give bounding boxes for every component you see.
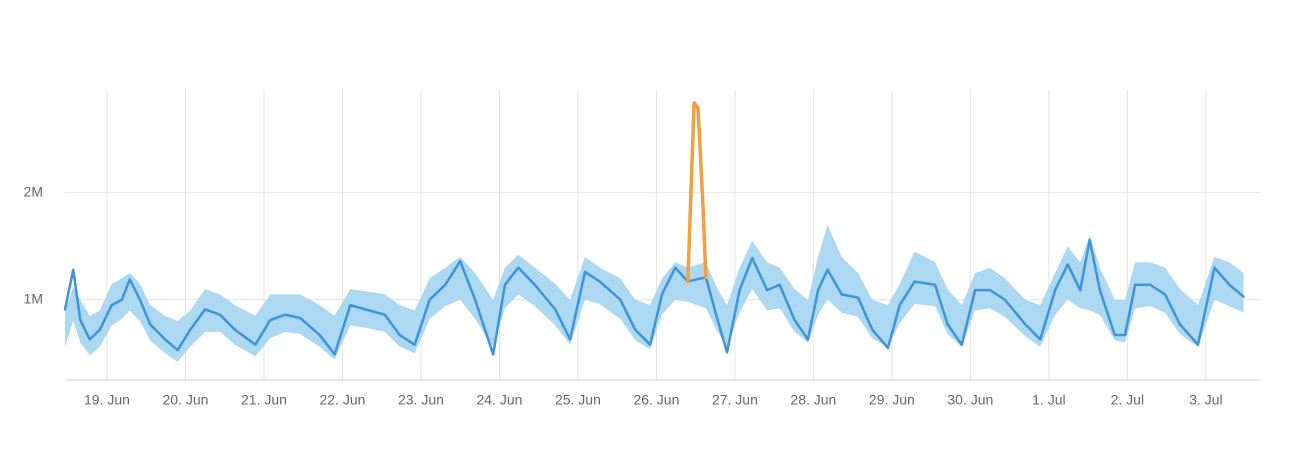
x-tick-label: 29. Jun [869,392,915,408]
x-tick-label: 27. Jun [712,392,758,408]
x-tick-label: 25. Jun [555,392,601,408]
x-tick-label: 1. Jul [1032,392,1065,408]
x-tick-label: 19. Jun [84,392,130,408]
x-tick-label: 28. Jun [790,392,836,408]
x-tick-label: 30. Jun [947,392,993,408]
y-tick-label: 1M [24,290,43,306]
x-tick-label: 23. Jun [398,392,444,408]
x-tick-label: 22. Jun [319,392,365,408]
x-tick-label: 26. Jun [633,392,679,408]
y-tick-label: 2M [24,183,43,199]
x-tick-label: 2. Jul [1111,392,1144,408]
x-tick-label: 3. Jul [1189,392,1222,408]
x-tick-label: 21. Jun [241,392,287,408]
x-tick-label: 20. Jun [163,392,209,408]
x-tick-label: 24. Jun [476,392,522,408]
series-line [63,238,1245,356]
confidence-band [65,224,1244,362]
anomaly-line [686,101,708,284]
